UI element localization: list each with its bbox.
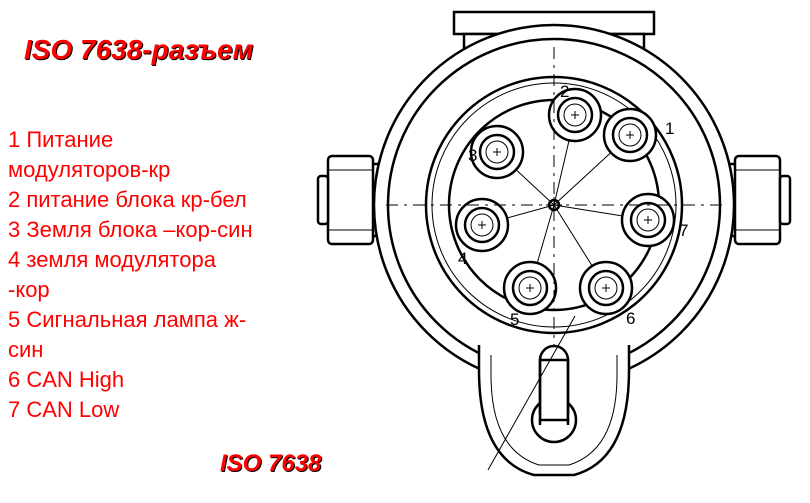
pin-label-7: 7	[679, 221, 688, 241]
pin-label-5: 5	[510, 310, 519, 330]
pin-label-4: 4	[458, 249, 467, 269]
pin-label-1: 1	[665, 119, 674, 139]
pin-label-2: 2	[560, 82, 569, 102]
pin-label-3: 3	[468, 146, 477, 166]
pin-label-6: 6	[626, 309, 635, 329]
connector-drawing	[0, 0, 810, 503]
